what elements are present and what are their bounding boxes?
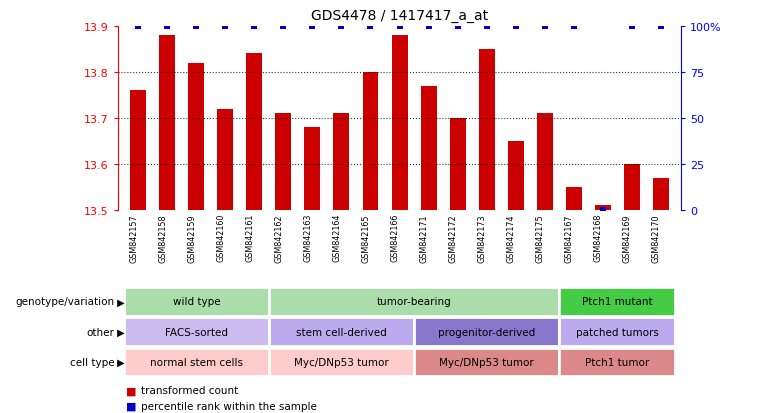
Text: GSM842166: GSM842166 <box>390 214 400 262</box>
Bar <box>247 55 263 210</box>
Point <box>510 24 522 30</box>
Bar <box>189 64 204 210</box>
Bar <box>559 287 675 316</box>
Bar <box>653 178 669 210</box>
Title: GDS4478 / 1417417_a_at: GDS4478 / 1417417_a_at <box>311 9 488 23</box>
Bar <box>124 287 269 316</box>
Point <box>393 24 406 30</box>
Text: cell type: cell type <box>69 357 114 367</box>
Point <box>539 24 551 30</box>
Bar <box>304 128 320 210</box>
Point <box>568 24 580 30</box>
Text: Myc/DNp53 tumor: Myc/DNp53 tumor <box>294 357 389 367</box>
Text: Ptch1 tumor: Ptch1 tumor <box>585 357 649 367</box>
Text: Myc/DNp53 tumor: Myc/DNp53 tumor <box>439 357 534 367</box>
Bar <box>130 91 146 210</box>
Point <box>248 24 260 30</box>
Point <box>365 24 377 30</box>
Point <box>190 24 202 30</box>
Bar <box>392 36 407 210</box>
Text: GSM842165: GSM842165 <box>361 214 371 262</box>
Text: genotype/variation: genotype/variation <box>15 297 114 307</box>
Point <box>597 207 609 214</box>
Text: GSM842157: GSM842157 <box>129 214 139 262</box>
Point <box>480 24 492 30</box>
Bar <box>414 318 559 346</box>
Bar <box>414 348 559 376</box>
Bar <box>421 86 437 210</box>
Text: GSM842173: GSM842173 <box>478 214 486 262</box>
Text: GSM842169: GSM842169 <box>622 214 632 262</box>
Text: GSM842159: GSM842159 <box>187 214 196 262</box>
Text: patched tumors: patched tumors <box>576 327 659 337</box>
Text: tumor-bearing: tumor-bearing <box>377 297 451 307</box>
Text: GSM842162: GSM842162 <box>275 214 283 262</box>
Text: transformed count: transformed count <box>141 385 238 395</box>
Point <box>161 24 174 30</box>
Text: GSM842174: GSM842174 <box>507 214 516 262</box>
Text: GSM842171: GSM842171 <box>419 214 428 262</box>
Text: GSM842163: GSM842163 <box>304 214 313 262</box>
Point <box>422 24 435 30</box>
Bar <box>124 318 269 346</box>
Text: ▶: ▶ <box>114 357 125 367</box>
Bar <box>269 348 414 376</box>
Bar <box>269 318 414 346</box>
Bar <box>559 318 675 346</box>
Text: normal stem cells: normal stem cells <box>150 357 243 367</box>
Bar <box>559 348 675 376</box>
Text: GSM842160: GSM842160 <box>216 214 225 262</box>
Text: GSM842175: GSM842175 <box>536 214 545 262</box>
Bar <box>124 348 269 376</box>
Text: GSM842158: GSM842158 <box>158 214 167 262</box>
Bar <box>362 73 378 210</box>
Point <box>219 24 231 30</box>
Bar <box>269 287 559 316</box>
Point <box>277 24 289 30</box>
Text: other: other <box>86 327 114 337</box>
Text: Ptch1 mutant: Ptch1 mutant <box>582 297 652 307</box>
Text: ▶: ▶ <box>114 327 125 337</box>
Text: GSM842168: GSM842168 <box>594 214 603 262</box>
Bar <box>479 50 495 210</box>
Text: GSM842164: GSM842164 <box>333 214 342 262</box>
Bar <box>450 119 466 210</box>
Text: ▶: ▶ <box>114 297 125 307</box>
Bar <box>275 114 291 210</box>
Point <box>654 24 667 30</box>
Text: GSM842167: GSM842167 <box>565 214 574 262</box>
Text: percentile rank within the sample: percentile rank within the sample <box>141 401 317 411</box>
Text: ■: ■ <box>126 401 136 411</box>
Point <box>132 24 145 30</box>
Bar <box>333 114 349 210</box>
Text: ■: ■ <box>126 385 136 395</box>
Bar <box>218 109 234 210</box>
Text: GSM842172: GSM842172 <box>448 214 457 262</box>
Point <box>307 24 319 30</box>
Bar <box>508 141 524 210</box>
Point <box>451 24 463 30</box>
Text: GSM842170: GSM842170 <box>651 214 661 262</box>
Text: GSM842161: GSM842161 <box>245 214 254 262</box>
Bar <box>624 164 640 210</box>
Bar <box>159 36 175 210</box>
Bar <box>565 187 581 210</box>
Text: FACS-sorted: FACS-sorted <box>165 327 228 337</box>
Bar <box>537 114 552 210</box>
Text: stem cell-derived: stem cell-derived <box>296 327 387 337</box>
Point <box>626 24 638 30</box>
Text: progenitor-derived: progenitor-derived <box>438 327 535 337</box>
Point <box>336 24 348 30</box>
Bar <box>595 206 610 210</box>
Text: wild type: wild type <box>173 297 220 307</box>
